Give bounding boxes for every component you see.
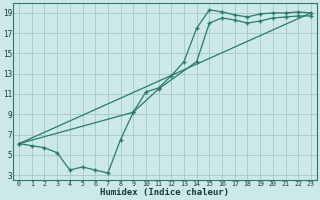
X-axis label: Humidex (Indice chaleur): Humidex (Indice chaleur) xyxy=(100,188,229,197)
